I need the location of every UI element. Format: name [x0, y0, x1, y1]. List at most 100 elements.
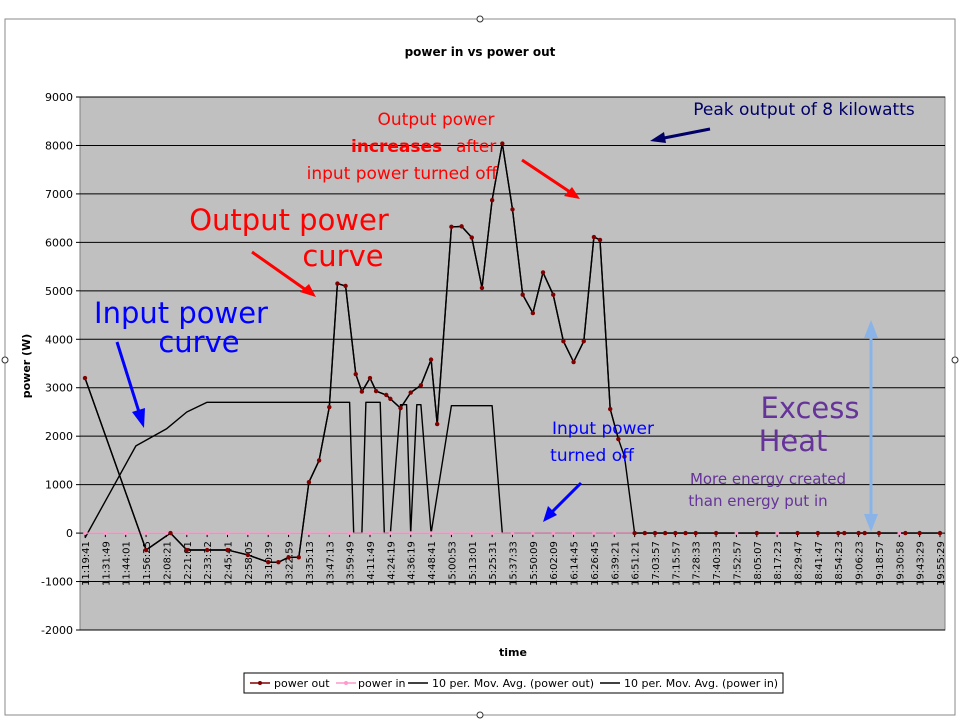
annotation-excess-heat-2: Heat	[759, 424, 828, 458]
series-point-power-out	[489, 198, 495, 203]
x-tick-label: 14:11:49	[366, 541, 377, 586]
x-tick-label: 15:00:53	[447, 541, 458, 586]
series-point-power-out	[343, 283, 348, 289]
x-tick-label: 12:08:21	[162, 541, 173, 586]
arrow-peak-output-head	[650, 132, 666, 143]
series-point-power-out	[398, 405, 403, 411]
series-point-power-out	[937, 530, 943, 536]
series-point-power-out	[276, 559, 281, 565]
series-point-power-in	[469, 531, 474, 535]
y-axis-label: power (W)	[20, 334, 33, 399]
series-point-power-out	[530, 310, 536, 316]
x-tick-label: 18:54:23	[834, 541, 845, 586]
x-tick-label: 16:39:21	[610, 541, 621, 586]
series-point-power-in	[571, 531, 576, 535]
x-tick-label: 14:36:19	[407, 541, 418, 586]
series-point-power-out	[359, 389, 365, 394]
series-point-power-out	[327, 404, 332, 410]
series-point-power-out	[571, 359, 576, 365]
arrow-output-increase	[521, 158, 571, 194]
x-tick-label: 18:29:47	[794, 541, 805, 586]
series-point-power-out	[673, 530, 678, 536]
series-point-power-out	[652, 530, 658, 536]
series-point-power-in	[734, 531, 739, 535]
series-point-power-in	[225, 531, 230, 535]
series-point-power-out	[266, 559, 271, 565]
y-tick-label: -1000	[41, 576, 73, 589]
x-tick-label: 19:43:29	[916, 541, 927, 586]
series-point-power-out	[459, 224, 464, 229]
series-point-power-in	[388, 531, 393, 535]
series-point-power-in	[286, 531, 291, 535]
series-point-power-out	[795, 530, 800, 536]
series-point-power-in	[897, 531, 902, 535]
series-point-power-out	[561, 339, 566, 344]
y-tick-label: -2000	[41, 624, 73, 637]
y-tick-label: 3000	[45, 382, 73, 395]
series-point-power-out	[520, 292, 525, 297]
x-tick-label: 11:44:01	[122, 541, 133, 586]
series-point-power-in	[775, 531, 779, 535]
arrow-input-curve	[115, 341, 141, 413]
x-tick-label: 18:17:23	[773, 541, 784, 586]
x-tick-label: 17:28:33	[692, 541, 703, 586]
series-point-power-in	[531, 531, 535, 535]
series-point-power-in	[429, 531, 433, 535]
x-tick-label: 12:45:41	[224, 541, 235, 586]
series-point-power-out	[384, 392, 389, 398]
series-point-power-out	[693, 530, 698, 536]
series-point-power-out	[683, 530, 688, 536]
series-point-power-out	[296, 555, 301, 560]
series-point-power-out	[428, 357, 434, 362]
legend-marker-power-in	[344, 681, 348, 685]
series-point-power-out	[540, 270, 546, 275]
annotation-peak-output: Peak output of 8 kilowatts	[693, 100, 915, 120]
legend-label-power-in: power in	[358, 677, 406, 690]
series-point-power-out	[597, 237, 603, 243]
annotations: Output power curve Input power curve Out…	[94, 100, 915, 532]
series-point-power-in	[408, 531, 413, 535]
x-tick-label: 14:48:41	[427, 541, 438, 586]
x-tick-label: 13:59:49	[346, 541, 357, 586]
resize-handle[interactable]	[1, 356, 9, 364]
series-point-power-in	[347, 531, 352, 535]
annotation-more-energy-2: than energy put in	[688, 492, 827, 510]
x-tick-label: 11:56:25	[142, 541, 153, 586]
series-point-power-in	[83, 531, 87, 535]
series-point-power-out	[286, 555, 291, 560]
resize-handle[interactable]	[951, 356, 959, 364]
x-tick-label: 16:26:45	[590, 541, 601, 586]
x-tick-label: 13:35:13	[305, 541, 316, 586]
series-point-power-out	[245, 552, 251, 558]
y-tick-label: 9000	[45, 91, 73, 104]
x-tick-label: 19:18:57	[875, 541, 886, 586]
series-point-power-out	[591, 234, 597, 240]
series-point-power-in	[205, 531, 209, 535]
series-point-power-out	[632, 530, 637, 536]
series-point-power-out	[903, 530, 908, 536]
x-tick-label: 17:15:57	[671, 541, 682, 586]
x-tick-label: 18:05:07	[753, 541, 764, 586]
series-point-power-out	[373, 388, 379, 394]
resize-handle[interactable]	[476, 711, 484, 719]
legend-label-mavg-out: 10 per. Mov. Avg. (power out)	[432, 677, 594, 690]
x-tick-label: 17:03:57	[651, 541, 662, 586]
legend: power out power in 10 per. Mov. Avg. (po…	[243, 672, 784, 694]
series-point-power-out	[713, 530, 719, 536]
chart-title: power in vs power out	[405, 45, 556, 59]
legend-box	[243, 672, 784, 694]
series-point-power-out	[836, 530, 841, 536]
x-tick-label: 12:21:01	[183, 541, 194, 586]
y-tick-label: 4000	[45, 333, 73, 346]
series-point-power-out	[434, 421, 440, 427]
series-point-power-out	[479, 285, 485, 291]
resize-handle[interactable]	[476, 15, 484, 23]
annotation-input-curve-1: Input power	[94, 296, 268, 330]
plot-area	[79, 96, 946, 631]
series-point-power-out	[367, 375, 373, 381]
series-point-power-out	[204, 547, 210, 553]
series-point-power-out	[82, 375, 88, 381]
series-point-power-out	[842, 530, 847, 536]
series-point-power-out	[408, 390, 413, 395]
